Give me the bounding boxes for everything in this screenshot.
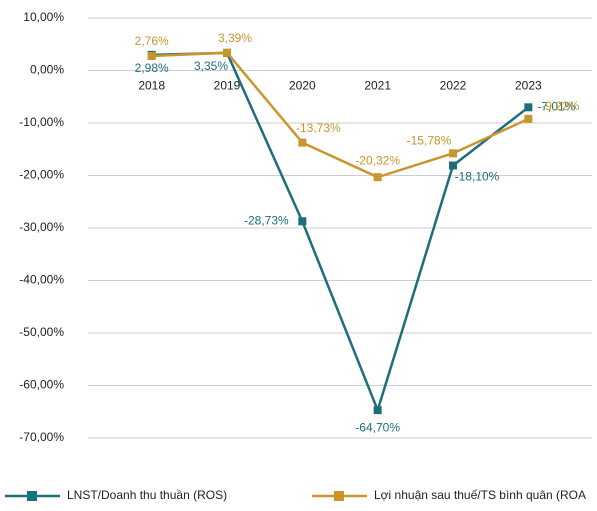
data-label: -18,10% [455, 170, 500, 184]
data-label: 3,39% [218, 31, 252, 45]
y-tick-label: -60,00% [19, 378, 64, 392]
data-label: -20,32% [355, 153, 400, 167]
x-tick-label: 2020 [289, 79, 316, 93]
point-marker [373, 173, 382, 182]
y-tick-label: -20,00% [19, 168, 64, 182]
y-tick-label: -40,00% [19, 273, 64, 287]
point-marker [524, 114, 533, 123]
legend-label: Lợi nhuận sau thuế/TS bình quân (ROA [374, 488, 586, 502]
legend-label: LNST/Doanh thu thuần (ROS) [67, 488, 227, 502]
x-tick-label: 2018 [138, 79, 165, 93]
y-tick-label: 10,00% [23, 10, 64, 24]
x-tick-label: 2021 [364, 79, 391, 93]
data-label: -15,78% [407, 134, 452, 148]
point-marker [147, 52, 156, 61]
point-marker [449, 149, 457, 158]
y-tick-label: -50,00% [19, 325, 64, 339]
legend-marker [334, 491, 344, 501]
legend-marker [27, 491, 37, 501]
series-line [151, 51, 529, 179]
data-label: -13,73% [296, 121, 341, 135]
data-label: 2,76% [135, 34, 169, 48]
point-marker [373, 406, 382, 415]
point-marker [449, 161, 457, 170]
point-marker [298, 217, 307, 226]
series-line [151, 51, 530, 414]
data-label: -7,01% [537, 99, 575, 113]
y-tick-label: 0,00% [30, 63, 64, 77]
y-tick-label: -70,00% [19, 430, 64, 444]
x-tick-label: 2023 [515, 79, 542, 93]
x-tick-label: 2022 [440, 79, 467, 93]
data-label: -9,22% [541, 99, 579, 113]
x-tick-label: 2019 [214, 79, 241, 93]
point-marker [524, 103, 533, 112]
data-label: 2,98% [135, 61, 169, 75]
data-label: 3,35% [194, 59, 228, 73]
point-marker [298, 138, 307, 147]
point-marker [223, 48, 231, 57]
data-label: -28,73% [244, 214, 289, 228]
y-tick-label: -10,00% [19, 115, 64, 129]
data-label: -64,70% [355, 420, 400, 434]
y-tick-label: -30,00% [19, 220, 64, 234]
